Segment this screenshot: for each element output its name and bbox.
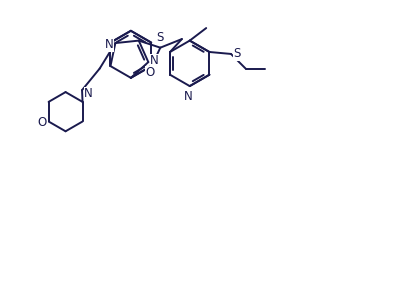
Text: N: N: [84, 87, 93, 100]
Text: O: O: [145, 66, 155, 79]
Text: N: N: [150, 54, 159, 67]
Text: N: N: [105, 38, 113, 51]
Text: N: N: [183, 90, 192, 103]
Text: O: O: [38, 116, 47, 129]
Text: S: S: [157, 31, 164, 44]
Text: S: S: [233, 47, 241, 60]
